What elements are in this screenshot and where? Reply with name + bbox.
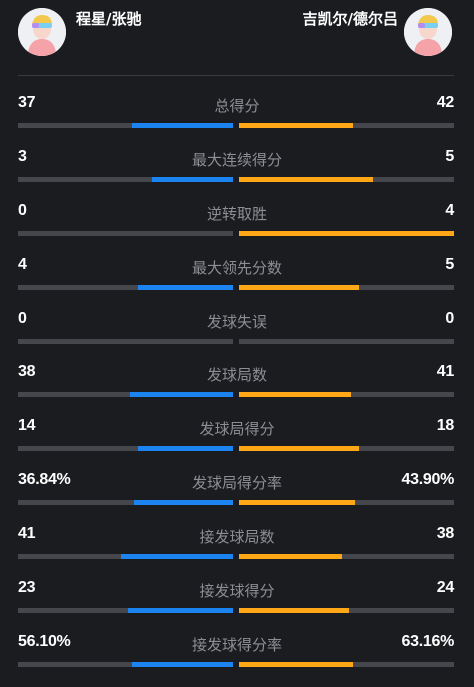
player-name-left: 程星/张驰 [76,10,142,28]
stat-label: 发球局数 [206,366,267,385]
stats-list: 37 总得分 42 3 最大连续得分 5 0 逆转取胜 4 4 最大领先分数 5… [0,92,474,685]
stat-right-value: 24 [436,579,455,597]
stat-label: 最大连续得分 [191,150,282,169]
stat-right-value: 5 [445,255,454,273]
stat-bar-left [18,661,233,667]
stat-left-value: 41 [18,525,36,543]
stat-right-value: 18 [436,417,455,435]
stat-right-value: 5 [445,147,454,165]
stat-right-value: 42 [436,94,455,111]
stat-label: 最大领先分数 [191,258,282,277]
stat-bar-left [18,230,233,236]
stat-row: 41 接发球局数 38 [0,523,474,577]
stat-left-value: 37 [18,94,36,111]
stat-right-value: 43.90% [401,471,455,489]
stat-bar-right [239,608,454,614]
stat-left-value: 23 [18,579,36,597]
stat-row: 3 最大连续得分 5 [0,146,474,200]
stat-row: 37 总得分 42 [0,92,474,146]
stat-label: 逆转取胜 [206,204,267,223]
stat-row: 36.84% 发球局得分率 43.90% [0,469,474,523]
stat-left-value: 3 [18,147,27,165]
stat-bar-right [239,284,454,290]
stat-bar-left-fill [129,392,233,398]
player-avatar-left[interactable] [18,8,66,56]
stat-left-value: 36.84% [18,471,71,489]
stat-right-value: 4 [445,201,454,219]
stat-label: 总得分 [214,97,260,115]
stat-bar-left-fill [131,661,233,667]
stat-bar-left [18,608,233,614]
stat-row: 14 发球局得分 18 [0,415,474,469]
match-header: 程星/张驰 吉凯尔/德尔吕 [0,0,474,76]
stat-bar-right [239,176,454,182]
stat-bar-right [239,338,454,344]
stat-right-value: 63.16% [401,632,455,650]
stat-bar-left-fill [121,554,233,560]
stat-right-value: 38 [436,525,455,543]
stat-bar-left-fill [138,446,233,452]
stat-bar-left-fill [127,608,233,614]
stat-label: 发球局得分 [199,420,275,439]
stat-bar-left [18,392,233,398]
stat-bar-right [239,123,454,128]
stat-bar-left-fill [131,123,233,128]
stat-label: 接发球得分 [199,582,275,601]
stat-left-value: 14 [18,417,36,435]
stat-left-value: 4 [18,255,27,273]
stat-right-value: 0 [445,309,454,327]
player-avatar-icon [18,8,66,56]
stat-bar-right-fill [239,284,360,290]
stat-bar-right-fill [239,554,343,560]
stat-bar-right-fill [239,661,353,667]
stat-left-value: 38 [18,363,36,381]
stat-bar-right-fill [239,392,351,398]
stat-row: 0 逆转取胜 4 [0,200,474,254]
stat-label: 接发球局数 [199,528,275,547]
stat-bar-left-fill [138,284,233,290]
stat-bar-right-fill [239,123,353,128]
stat-bar-left [18,446,233,452]
player-name-right: 吉凯尔/德尔吕 [302,10,398,28]
header-divider [18,75,454,76]
stat-bar-right [239,230,454,236]
stat-row: 0 发球失误 0 [0,308,474,362]
stat-row: 56.10% 接发球得分率 63.16% [0,631,474,685]
stat-bar-right [239,446,454,452]
stat-label: 发球局得分率 [191,474,282,493]
player-avatar-icon [404,8,452,56]
stat-row: 4 最大领先分数 5 [0,254,474,308]
stat-left-value: 0 [18,309,27,327]
stat-label: 发球失误 [206,312,267,331]
stat-bar-left-fill [152,176,233,182]
stat-bar-right [239,500,454,506]
stat-bar-right-fill [239,500,356,506]
stat-row: 23 接发球得分 24 [0,577,474,631]
stat-row: 38 发球局数 41 [0,361,474,415]
stat-bar-right-fill [239,230,454,236]
stat-label: 接发球得分率 [191,635,282,654]
stat-bar-left [18,176,233,182]
stat-bar-right [239,554,454,560]
stat-bar-left [18,338,233,344]
stat-bar-left-fill [134,500,233,506]
stat-bar-left [18,554,233,560]
stat-bar-left [18,500,233,506]
stat-right-value: 41 [436,363,455,381]
stat-bar-right-fill [239,446,360,452]
stat-left-value: 0 [18,201,27,219]
stat-bar-left [18,123,233,128]
stat-bar-right-fill [239,608,349,614]
stat-bar-right-fill [239,176,374,182]
stat-bar-right [239,661,454,667]
player-avatar-right[interactable] [404,8,452,56]
stat-left-value: 56.10% [18,632,71,650]
stat-bar-right [239,392,454,398]
stat-bar-left [18,284,233,290]
